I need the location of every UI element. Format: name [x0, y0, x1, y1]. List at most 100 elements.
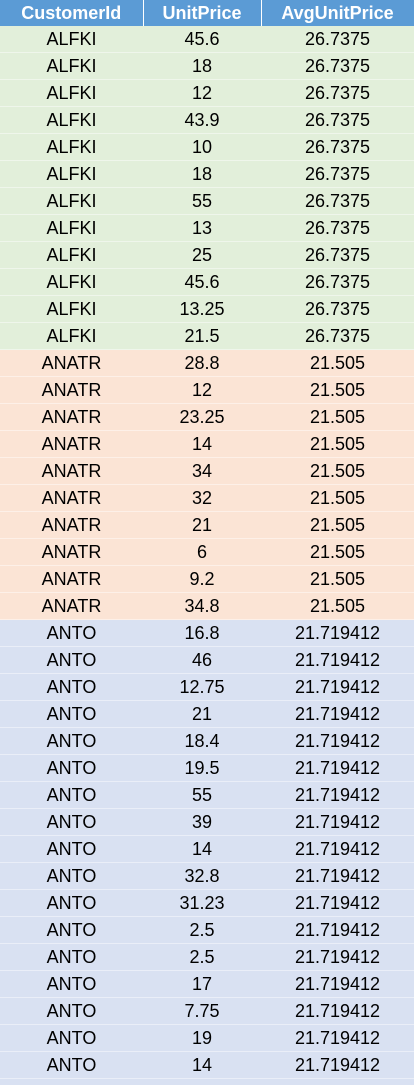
- cell-avgunitprice[interactable]: 21.505: [261, 592, 414, 620]
- cell-avgunitprice[interactable]: 21.505: [261, 376, 414, 404]
- cell-avgunitprice[interactable]: 21.505: [261, 484, 414, 512]
- cell-customerid[interactable]: ANTO: [0, 1051, 143, 1079]
- cell-avgunitprice[interactable]: 26.7375: [261, 322, 414, 350]
- cell-unitprice[interactable]: 6: [143, 538, 261, 566]
- cell-avgunitprice[interactable]: 26.7375: [261, 133, 414, 161]
- cell-customerid[interactable]: ANTO: [0, 619, 143, 647]
- cell-customerid[interactable]: ANATR: [0, 538, 143, 566]
- header-unitprice[interactable]: UnitPrice: [143, 0, 262, 26]
- cell-unitprice[interactable]: 17: [143, 970, 261, 998]
- cell-avgunitprice[interactable]: 21.719412: [261, 646, 414, 674]
- cell-customerid[interactable]: ALFKI: [0, 160, 143, 188]
- cell-unitprice[interactable]: 55: [143, 781, 261, 809]
- cell-customerid[interactable]: ANATR: [0, 349, 143, 377]
- cell-unitprice[interactable]: 46: [143, 646, 261, 674]
- cell-unitprice[interactable]: 13.25: [143, 295, 261, 323]
- cell-unitprice[interactable]: 34: [143, 457, 261, 485]
- cell-customerid[interactable]: ANTO: [0, 1024, 143, 1052]
- cell-avgunitprice[interactable]: 21.719412: [261, 619, 414, 647]
- cell-customerid[interactable]: ALFKI: [0, 187, 143, 215]
- cell-avgunitprice[interactable]: 21.719412: [261, 754, 414, 782]
- cell-unitprice[interactable]: 16.8: [143, 619, 261, 647]
- cell-unitprice[interactable]: 18: [143, 52, 261, 80]
- cell-avgunitprice[interactable]: 21.719412: [261, 889, 414, 917]
- cell-customerid[interactable]: ALFKI: [0, 214, 143, 242]
- cell-customerid[interactable]: ANATR: [0, 403, 143, 431]
- cell-customerid[interactable]: ANATR: [0, 511, 143, 539]
- cell-avgunitprice[interactable]: 21.719412: [261, 808, 414, 836]
- cell-customerid[interactable]: ANTO: [0, 781, 143, 809]
- cell-avgunitprice[interactable]: 21.719412: [261, 781, 414, 809]
- cell-customerid[interactable]: ALFKI: [0, 52, 143, 80]
- cell-customerid[interactable]: ALFKI: [0, 106, 143, 134]
- cell-avgunitprice[interactable]: 26.7375: [261, 187, 414, 215]
- cell-avgunitprice[interactable]: 21.505: [261, 457, 414, 485]
- cell-customerid[interactable]: ANTO: [0, 835, 143, 863]
- cell-unitprice[interactable]: 55: [143, 187, 261, 215]
- cell-unitprice[interactable]: 14: [143, 430, 261, 458]
- cell-customerid[interactable]: ANATR: [0, 457, 143, 485]
- cell-avgunitprice[interactable]: 21.719412: [261, 835, 414, 863]
- cell-unitprice[interactable]: 14: [143, 1051, 261, 1079]
- cell-avgunitprice[interactable]: 21.719412: [261, 997, 414, 1025]
- cell-customerid[interactable]: ANATR: [0, 565, 143, 593]
- cell-avgunitprice[interactable]: 21.505: [261, 565, 414, 593]
- cell-unitprice[interactable]: 21: [143, 700, 261, 728]
- cell-customerid[interactable]: ANTO: [0, 943, 143, 971]
- cell-customerid[interactable]: ANTO: [0, 862, 143, 890]
- cell-avgunitprice[interactable]: 21.719412: [261, 1024, 414, 1052]
- cell-avgunitprice[interactable]: 21.719412: [261, 970, 414, 998]
- cell-customerid[interactable]: ANTO: [0, 646, 143, 674]
- cell-avgunitprice[interactable]: 21.505: [261, 349, 414, 377]
- cell-unitprice[interactable]: 32.8: [143, 862, 261, 890]
- cell-unitprice[interactable]: 7.75: [143, 997, 261, 1025]
- cell-avgunitprice[interactable]: 26.7375: [261, 52, 414, 80]
- cell-customerid[interactable]: ALFKI: [0, 133, 143, 161]
- cell-customerid[interactable]: ALFKI: [0, 241, 143, 269]
- cell-avgunitprice[interactable]: 21.719412: [261, 673, 414, 701]
- cell-customerid[interactable]: ANTO: [0, 754, 143, 782]
- cell-avgunitprice[interactable]: 21.719412: [261, 862, 414, 890]
- cell-customerid[interactable]: ANTO: [0, 808, 143, 836]
- cell-customerid[interactable]: ANATR: [0, 376, 143, 404]
- header-customerid[interactable]: CustomerId: [0, 0, 144, 26]
- cell-customerid[interactable]: ANTO: [0, 889, 143, 917]
- cell-unitprice[interactable]: 21.5: [143, 322, 261, 350]
- cell-customerid[interactable]: ANATR: [0, 484, 143, 512]
- cell-unitprice[interactable]: 45.6: [143, 268, 261, 296]
- cell-unitprice[interactable]: 32: [143, 484, 261, 512]
- cell-avgunitprice[interactable]: 26.7375: [261, 214, 414, 242]
- cell-unitprice[interactable]: 23.25: [143, 403, 261, 431]
- cell-avgunitprice[interactable]: 21.719412: [261, 700, 414, 728]
- cell-unitprice[interactable]: 18.4: [143, 727, 261, 755]
- cell-customerid[interactable]: ANTO: [0, 916, 143, 944]
- cell-avgunitprice[interactable]: 26.7375: [261, 26, 414, 53]
- header-avgunitprice[interactable]: AvgUnitPrice: [261, 0, 414, 26]
- cell-unitprice[interactable]: 2.5: [143, 916, 261, 944]
- cell-unitprice[interactable]: 28.8: [143, 349, 261, 377]
- cell-unitprice[interactable]: 31.23: [143, 889, 261, 917]
- cell-customerid[interactable]: ALFKI: [0, 295, 143, 323]
- cell-customerid[interactable]: ALFKI: [0, 322, 143, 350]
- cell-avgunitprice[interactable]: 21.505: [261, 538, 414, 566]
- cell-unitprice[interactable]: 43.9: [143, 106, 261, 134]
- cell-unitprice[interactable]: 12.75: [143, 673, 261, 701]
- cell-avgunitprice[interactable]: 21.505: [261, 511, 414, 539]
- cell-customerid[interactable]: ALFKI: [0, 79, 143, 107]
- cell-avgunitprice[interactable]: 21.505: [261, 430, 414, 458]
- cell-avgunitprice[interactable]: 26.7375: [261, 106, 414, 134]
- cell-unitprice[interactable]: 2.5: [143, 943, 261, 971]
- cell-customerid[interactable]: ANATR: [0, 430, 143, 458]
- cell-customerid[interactable]: ALFKI: [0, 26, 143, 53]
- cell-unitprice[interactable]: 10: [143, 133, 261, 161]
- cell-customerid[interactable]: ANTO: [0, 727, 143, 755]
- cell-customerid[interactable]: ANTO: [0, 997, 143, 1025]
- cell-unitprice[interactable]: 34.8: [143, 592, 261, 620]
- cell-customerid[interactable]: ANTO: [0, 673, 143, 701]
- cell-avgunitprice[interactable]: 26.7375: [261, 241, 414, 269]
- cell-unitprice[interactable]: 21: [143, 511, 261, 539]
- cell-avgunitprice[interactable]: 21.719412: [261, 943, 414, 971]
- cell-unitprice[interactable]: 25: [143, 241, 261, 269]
- cell-avgunitprice[interactable]: 26.7375: [261, 295, 414, 323]
- cell-customerid[interactable]: ANATR: [0, 592, 143, 620]
